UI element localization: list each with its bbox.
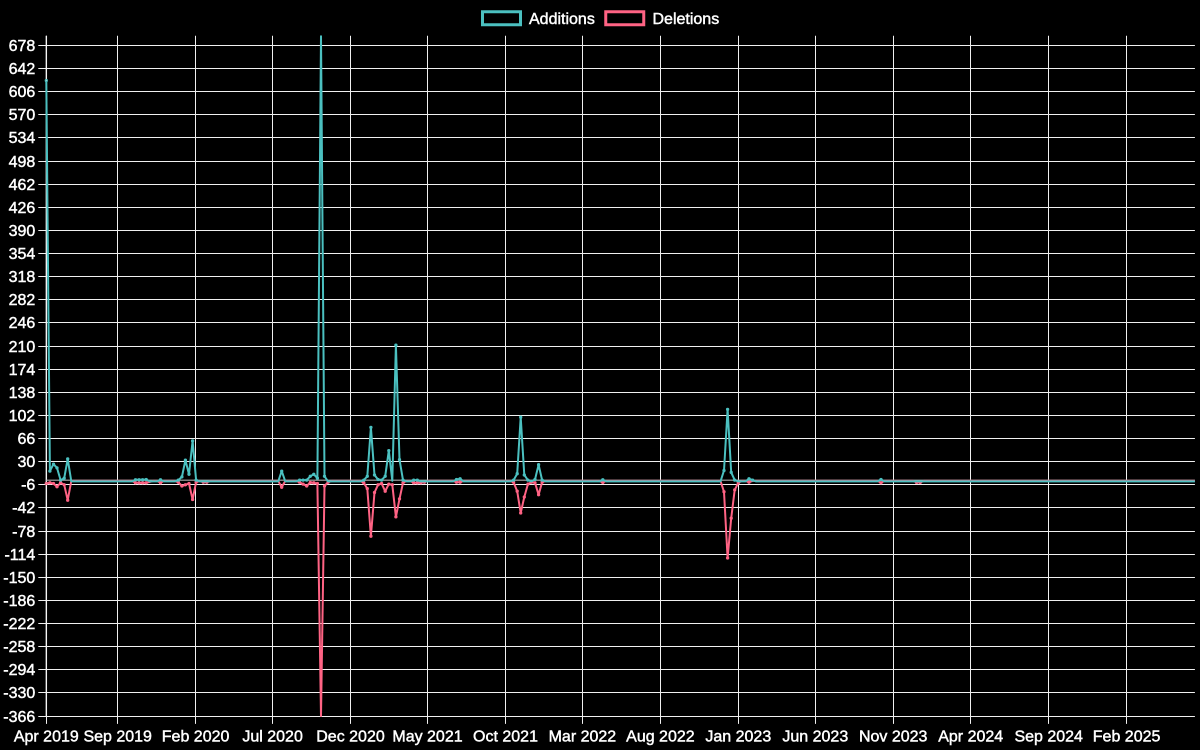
svg-text:-330: -330: [3, 685, 35, 702]
svg-text:Dec 2020: Dec 2020: [316, 729, 385, 746]
svg-text:Additions: Additions: [529, 11, 595, 28]
svg-text:642: 642: [9, 61, 36, 78]
svg-text:462: 462: [9, 177, 36, 194]
svg-text:174: 174: [9, 362, 36, 379]
svg-text:-366: -366: [3, 709, 35, 726]
svg-text:Deletions: Deletions: [653, 11, 720, 28]
svg-text:-150: -150: [3, 570, 35, 587]
svg-text:-114: -114: [4, 547, 35, 564]
svg-text:Jun 2023: Jun 2023: [782, 729, 848, 746]
svg-text:Apr 2019: Apr 2019: [14, 729, 79, 746]
svg-text:-186: -186: [3, 593, 35, 610]
svg-text:Jul 2020: Jul 2020: [242, 729, 303, 746]
svg-text:498: 498: [9, 154, 36, 171]
svg-text:-222: -222: [3, 616, 35, 633]
svg-text:Sep 2024: Sep 2024: [1014, 729, 1083, 746]
svg-text:246: 246: [9, 315, 36, 332]
svg-text:-6: -6: [21, 477, 35, 494]
svg-text:May 2021: May 2021: [392, 729, 462, 746]
svg-text:426: 426: [9, 200, 36, 217]
svg-text:Aug 2022: Aug 2022: [626, 729, 695, 746]
svg-text:282: 282: [9, 292, 36, 309]
svg-text:534: 534: [9, 130, 36, 147]
svg-text:Apr 2024: Apr 2024: [938, 729, 1003, 746]
svg-text:-78: -78: [12, 524, 35, 541]
svg-text:Oct 2021: Oct 2021: [473, 729, 538, 746]
svg-text:210: 210: [9, 339, 36, 356]
svg-text:Mar 2022: Mar 2022: [549, 729, 617, 746]
svg-text:66: 66: [18, 431, 36, 448]
svg-text:Jan 2023: Jan 2023: [705, 729, 771, 746]
svg-text:354: 354: [9, 246, 36, 263]
svg-text:30: 30: [18, 454, 36, 471]
svg-text:-258: -258: [3, 639, 35, 656]
svg-text:678: 678: [9, 38, 36, 55]
svg-text:-42: -42: [12, 500, 35, 517]
svg-text:Sep 2019: Sep 2019: [83, 729, 152, 746]
svg-text:570: 570: [9, 107, 36, 124]
svg-text:390: 390: [9, 223, 36, 240]
svg-text:Nov 2023: Nov 2023: [859, 729, 928, 746]
svg-text:-294: -294: [3, 662, 35, 679]
svg-text:Feb 2020: Feb 2020: [162, 729, 230, 746]
svg-text:Feb 2025: Feb 2025: [1093, 729, 1161, 746]
svg-text:606: 606: [9, 84, 36, 101]
svg-text:102: 102: [9, 408, 36, 425]
svg-text:138: 138: [9, 385, 36, 402]
svg-text:318: 318: [9, 269, 36, 286]
